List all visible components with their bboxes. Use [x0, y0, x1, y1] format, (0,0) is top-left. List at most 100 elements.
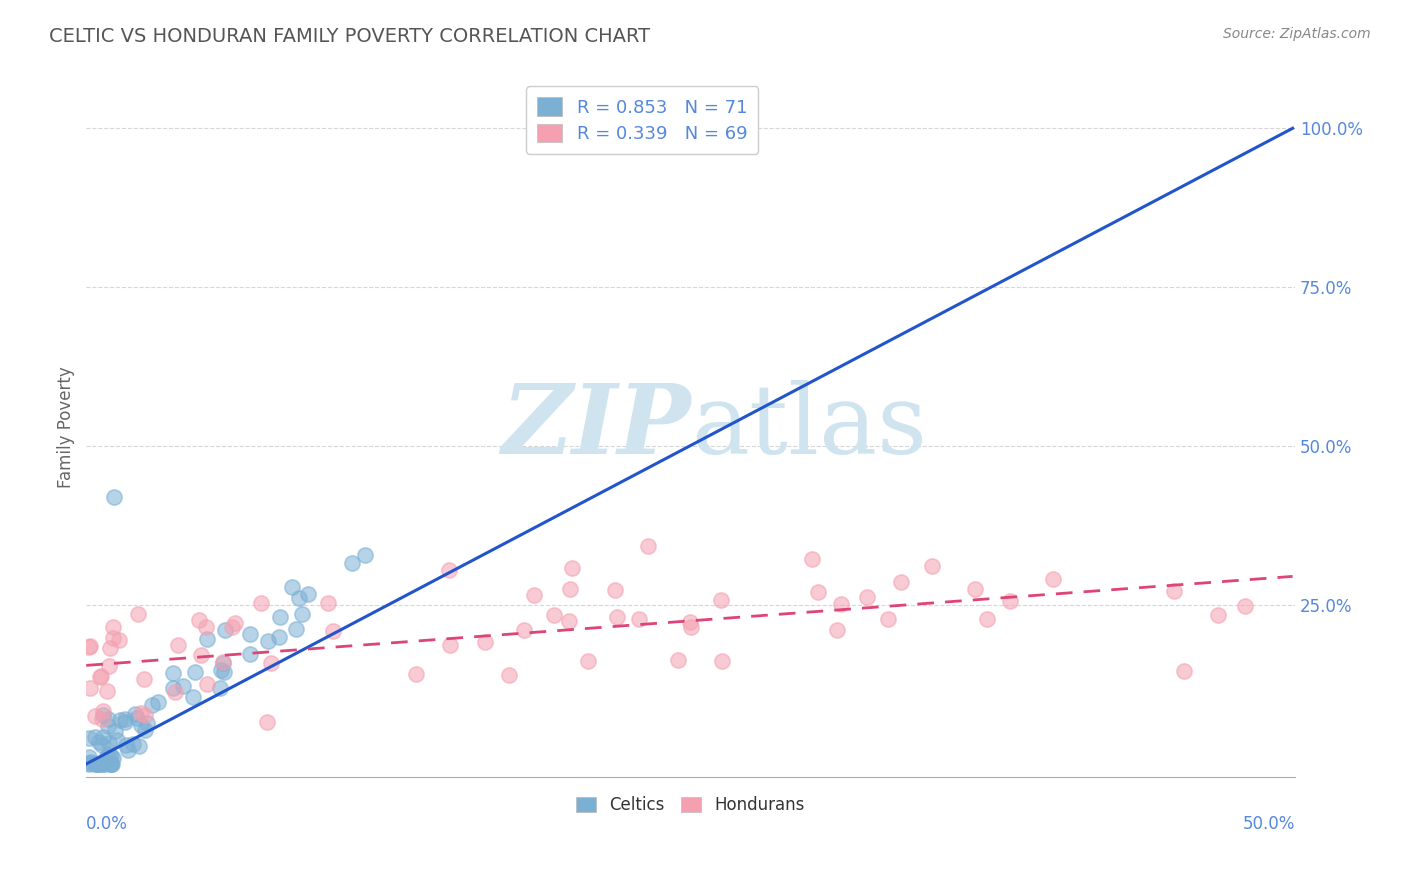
Point: [1234, 599, 1257, 614]
Point: [195, 632, 218, 646]
Point: [83, 708, 105, 723]
Point: [855, 590, 877, 604]
Point: [104, 723, 127, 738]
Point: [825, 623, 848, 637]
Point: [281, 580, 304, 594]
Point: [214, 623, 236, 637]
Point: [876, 612, 898, 626]
Point: [101, 631, 124, 645]
Point: [807, 585, 830, 599]
Point: [91, 707, 114, 722]
Text: atlas: atlas: [690, 380, 927, 474]
Point: [125, 711, 148, 725]
Point: [101, 620, 124, 634]
Point: [637, 540, 659, 554]
Point: [711, 654, 734, 668]
Point: [114, 714, 136, 729]
Point: [77, 756, 100, 771]
Point: [603, 583, 626, 598]
Point: [124, 706, 146, 721]
Point: [288, 591, 311, 605]
Point: [98, 736, 121, 750]
Point: [100, 756, 122, 771]
Point: [162, 665, 184, 680]
Point: [96, 684, 118, 698]
Point: [108, 633, 131, 648]
Point: [238, 647, 260, 661]
Point: [163, 685, 186, 699]
Y-axis label: Family Poverty: Family Poverty: [58, 366, 75, 488]
Point: [976, 612, 998, 626]
Point: [93, 756, 115, 771]
Point: [83, 730, 105, 744]
Point: [115, 738, 138, 752]
Point: [128, 739, 150, 753]
Point: [98, 756, 121, 771]
Point: [627, 611, 650, 625]
Point: [188, 613, 211, 627]
Text: CELTIC VS HONDURAN FAMILY POVERTY CORRELATION CHART: CELTIC VS HONDURAN FAMILY POVERTY CORREL…: [49, 27, 651, 45]
Point: [921, 559, 943, 574]
Point: [211, 656, 233, 670]
Point: [134, 708, 156, 723]
Point: [679, 620, 702, 634]
Point: [167, 638, 190, 652]
Point: [557, 614, 579, 628]
Point: [181, 690, 204, 705]
Point: [90, 668, 112, 682]
Point: [543, 607, 565, 622]
Point: [77, 756, 100, 770]
Point: [103, 490, 125, 504]
Point: [77, 731, 100, 746]
Point: [678, 615, 700, 629]
Point: [98, 641, 121, 656]
Text: Source: ZipAtlas.com: Source: ZipAtlas.com: [1223, 27, 1371, 41]
Point: [256, 715, 278, 730]
Point: [437, 563, 460, 577]
Point: [439, 638, 461, 652]
Point: [91, 712, 114, 726]
Point: [498, 668, 520, 682]
Point: [212, 656, 235, 670]
Point: [291, 607, 314, 622]
Point: [89, 756, 111, 771]
Point: [606, 610, 628, 624]
Point: [79, 639, 101, 653]
Point: [224, 615, 246, 630]
Point: [212, 665, 235, 680]
Point: [117, 743, 139, 757]
Point: [122, 737, 145, 751]
Point: [132, 672, 155, 686]
Point: [523, 588, 546, 602]
Point: [269, 610, 291, 624]
Point: [97, 747, 120, 761]
Point: [340, 557, 363, 571]
Point: [190, 648, 212, 663]
Point: [129, 706, 152, 721]
Point: [558, 582, 581, 596]
Point: [209, 681, 232, 696]
Point: [89, 670, 111, 684]
Point: [576, 655, 599, 669]
Point: [316, 596, 339, 610]
Point: [101, 751, 124, 765]
Point: [800, 552, 823, 566]
Point: [97, 719, 120, 733]
Legend: Celtics, Hondurans: Celtics, Hondurans: [569, 789, 811, 821]
Point: [353, 548, 375, 562]
Point: [1042, 572, 1064, 586]
Point: [87, 735, 110, 749]
Point: [141, 698, 163, 712]
Point: [100, 756, 122, 771]
Point: [321, 624, 343, 639]
Point: [91, 730, 114, 744]
Point: [1163, 584, 1185, 599]
Point: [250, 596, 273, 610]
Point: [239, 627, 262, 641]
Point: [221, 620, 243, 634]
Point: [257, 633, 280, 648]
Text: 0.0%: 0.0%: [86, 815, 128, 833]
Point: [561, 561, 583, 575]
Point: [474, 635, 496, 649]
Point: [100, 756, 122, 771]
